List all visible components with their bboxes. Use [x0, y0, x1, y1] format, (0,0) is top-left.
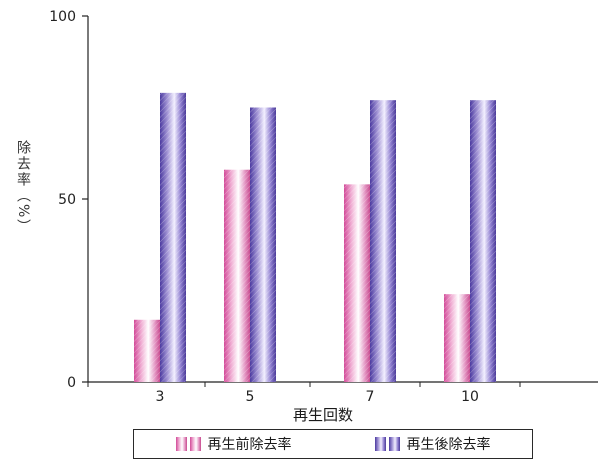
bar-hatch-before-10	[444, 294, 470, 382]
x-tick-label: 7	[366, 389, 375, 405]
bar-hatch-after-3	[160, 93, 186, 382]
legend-label-before: 再生前除去率	[208, 434, 292, 454]
legend-item-after: 再生後除去率	[375, 434, 491, 454]
y-tick-label: 50	[58, 192, 76, 208]
legend: 再生前除去率 再生後除去率	[133, 429, 533, 459]
x-tick-label: 10	[461, 389, 479, 405]
bar-hatch-before-3	[134, 320, 160, 382]
legend-label-after: 再生後除去率	[407, 434, 491, 454]
legend-item-before: 再生前除去率	[176, 434, 292, 454]
y-axis-label-text: 除去率（%）	[14, 140, 32, 235]
bar-hatch-after-7	[370, 100, 396, 382]
x-tick-label: 5	[246, 389, 255, 405]
legend-swatch-before	[176, 437, 202, 451]
y-axis-label: 除去率（%）	[10, 140, 36, 240]
x-tick-label: 3	[156, 389, 165, 405]
bar-hatch-after-10	[470, 100, 496, 382]
x-axis-label: 再生回数	[263, 404, 383, 425]
y-tick-label: 100	[49, 9, 76, 25]
bar-hatch-before-5	[224, 170, 250, 382]
bar-hatch-before-7	[344, 184, 370, 382]
y-tick-label: 0	[67, 375, 76, 391]
legend-swatch-after	[375, 437, 401, 451]
bar-hatch-after-5	[250, 108, 276, 383]
